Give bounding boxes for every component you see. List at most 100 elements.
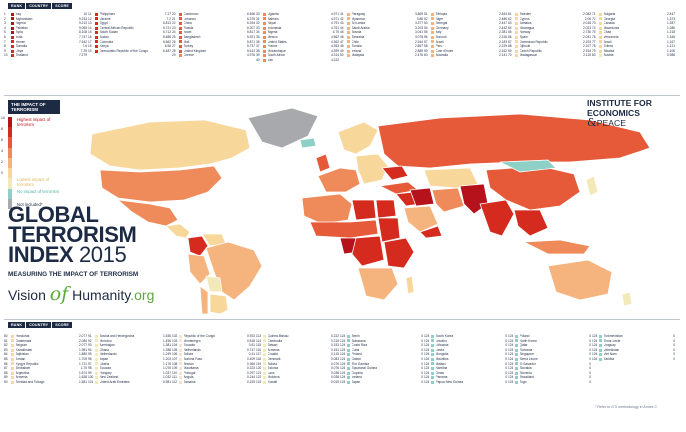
iep-line-2: ECONOMICS <box>587 108 640 118</box>
country-name: Lebanon <box>183 16 196 21</box>
ranking-row: 44 Saudi Arabia 3.203 <box>340 26 423 31</box>
country-name: Panama <box>435 375 448 380</box>
legend-tick: 2 <box>1 160 3 164</box>
rank-value: 124 <box>340 338 346 343</box>
score-swatch <box>431 376 434 380</box>
country-name: Germany <box>435 25 449 30</box>
rank-value: 87 <box>4 366 8 371</box>
ranking-row: 35 Mexico 4.562 <box>256 35 339 40</box>
legend-tick: 0 <box>1 171 3 175</box>
legend-swatch <box>8 157 12 169</box>
ranking-column: 124 Turkmenistan 0 124 Timor-Leste 0 124 Urugua… <box>592 334 676 385</box>
country-name: New Zealand <box>99 375 119 380</box>
country-name: Benin <box>351 334 360 338</box>
region-sahel <box>309 219 379 239</box>
score-value: 1.496 <box>163 338 171 343</box>
ranking-row: 109 Mauritania 0.323 <box>172 366 255 371</box>
ranking-row: 76 Venezuela 1.166 <box>592 35 675 40</box>
ranking-row: 29 Greece 4.976 <box>172 53 255 58</box>
ranking-row: 40 Iran 4.222 <box>256 58 339 63</box>
score-header-bottom: SCORE <box>52 322 73 328</box>
score-swatch <box>515 348 518 352</box>
rank-value: 7 <box>4 39 6 44</box>
score-swatch <box>95 343 98 347</box>
legend-tick: 10 <box>1 116 5 120</box>
score-swatch <box>599 334 602 338</box>
rank-value: 62 <box>508 16 512 21</box>
score-value: 0 <box>673 356 675 361</box>
ranking-row: 107 Burkina Faso 0.409 <box>172 357 255 362</box>
country-name: Colombia <box>99 39 113 44</box>
region-ukraine <box>381 165 409 181</box>
score-swatch <box>179 366 182 370</box>
rank-value: 18 <box>88 44 92 49</box>
logo-org: .org <box>130 287 155 303</box>
rank-value: 83 <box>4 347 8 352</box>
rank-value: 124 <box>508 352 514 357</box>
rank-value: 103 <box>172 338 178 343</box>
score-value: 0 <box>505 375 507 380</box>
rank-value: 124 <box>592 334 598 338</box>
rank-value: 80 <box>592 53 596 58</box>
score-value: 1.880 <box>79 352 87 357</box>
ranking-column: 11 Philippines 7.27 12 Ukraine 7.2 13 Egypt 6.81… <box>88 12 172 63</box>
ranking-row: 124 Gabon 0 <box>340 357 423 362</box>
rank-value: 122 <box>256 375 262 380</box>
score-swatch <box>263 58 266 62</box>
logo-vision: Vision <box>8 287 46 303</box>
ranking-column: 102 Republic of the Congo 0.923 103 Monteneg… <box>172 334 256 385</box>
score-value: 4.791 <box>331 21 339 26</box>
rank-value: 104 <box>172 343 178 348</box>
score-swatch <box>179 54 182 58</box>
ranking-row: 8 Somalia 7.6 <box>4 44 87 49</box>
score-value: 4.75 <box>332 30 339 35</box>
ranking-row: 98 Ecuador 1.076 <box>88 366 171 371</box>
ranking-column: 124 Benin 0 124 Botswana 0 124 Costa Rica 0 124 Cu… <box>340 334 424 385</box>
score-swatch <box>431 26 434 30</box>
rank-value: 124 <box>508 343 514 348</box>
legend-none: No impact of terrorism <box>17 189 60 194</box>
ranking-row: 25 Bangladesh 5.921 <box>172 35 255 40</box>
score-swatch <box>11 362 14 366</box>
country-name: Somalia <box>15 44 28 49</box>
rank-value: 73 <box>592 21 596 26</box>
score-swatch <box>95 357 98 361</box>
rank-value: 124 <box>340 352 346 357</box>
title-line-1: GLOBAL <box>8 202 99 227</box>
ranking-row: 111 Angola 0.244 <box>172 375 255 380</box>
rank-value: 114 <box>256 338 262 343</box>
country-name: Spain <box>519 34 528 39</box>
score-value: 1.288 <box>163 347 171 352</box>
ranking-row: 69 Czech Republic 2.154 <box>508 49 591 54</box>
country-name: Netherlands <box>99 352 117 357</box>
score-swatch <box>179 380 182 384</box>
rank-value: 124 <box>424 361 430 366</box>
country-name: Bahrain <box>267 16 279 21</box>
score-swatch <box>347 339 350 343</box>
country-name: Ukraine <box>99 16 111 21</box>
score-value: 0 <box>589 334 591 338</box>
country-name: Armenia <box>267 347 280 352</box>
score-value: 7.642 <box>79 39 87 44</box>
score-value: 0.083 <box>331 356 339 361</box>
rank-value: 82 <box>4 343 8 348</box>
country-name: Nepal <box>267 21 276 26</box>
ranking-row: 59 Cote d'Ivoire 2.162 <box>424 49 507 54</box>
rank-value: 113 <box>256 334 262 338</box>
ranking-row: 80 Honduras 2.077 <box>4 334 87 339</box>
score-value: 4.362 <box>331 39 339 44</box>
score-swatch <box>515 17 518 21</box>
country-name: Yemen <box>15 39 26 44</box>
ranking-row: 121 Laos 0.038 <box>256 371 339 376</box>
ranking-row: 43 Sri Lanka 3.377 <box>340 21 423 26</box>
score-swatch <box>347 343 350 347</box>
ranking-row: 124 South Korea 0 <box>424 334 507 339</box>
country-name: Uruguay <box>603 343 616 348</box>
ranking-row: 2 Afghanistan 9.233 <box>4 17 87 22</box>
rank-value: 124 <box>508 366 514 371</box>
ranking-row: 122 Moldova 0.038 <box>256 375 339 380</box>
score-swatch <box>347 334 350 338</box>
ranking-row: 103 Montenegro 0.818 <box>172 339 255 344</box>
ranking-row: 20 Cameroon 6.466 <box>172 12 255 17</box>
country-name: Greece <box>183 53 194 58</box>
